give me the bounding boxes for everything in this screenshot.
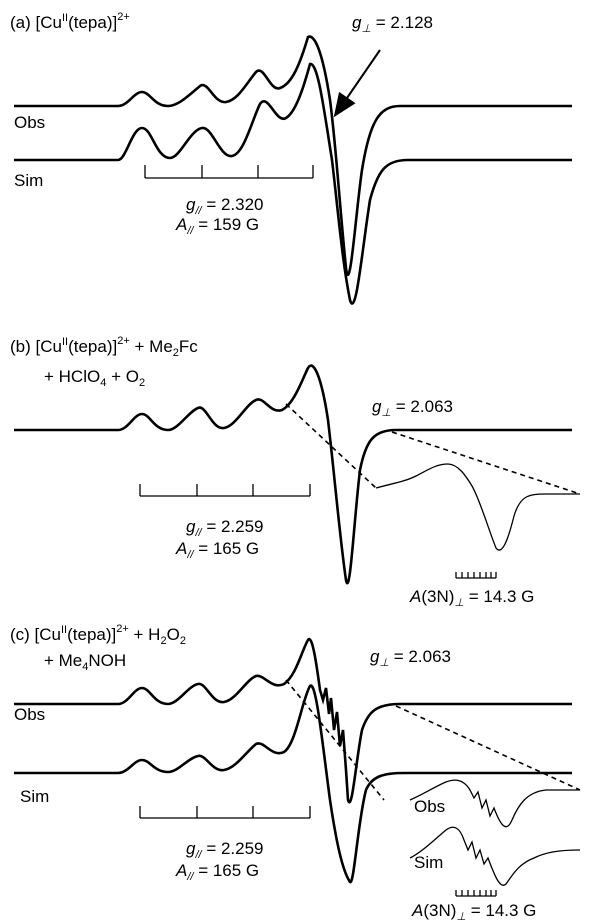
panel-c-inset-obs-trace — [409, 779, 580, 828]
panel-b-zoom-line-right — [391, 431, 581, 495]
panel-c-title-line2: + Me4NOH — [44, 651, 126, 673]
panel-a-g-parallel: g// = 2.320 — [186, 195, 264, 217]
panel-a-obs-trace — [14, 35, 572, 277]
panel-c-g-perp: g⊥ = 2.063 — [370, 647, 451, 669]
panel-c-a-parallel: A// = 165 G — [175, 861, 259, 883]
panel-b-title: (b) [CuII(tepa)]2+ + Me2Fc — [10, 335, 198, 359]
panel-c-sim-trace — [14, 684, 572, 884]
panel-b-inset-scale-bar — [455, 572, 497, 579]
panel-b-g-perp: g⊥ = 2.063 — [372, 397, 453, 419]
panel-a-g-perp: g⊥ = 2.128 — [352, 13, 433, 35]
panel-a-hyperfine-bar — [144, 165, 314, 179]
panel-c-hyperfine-bar — [139, 806, 311, 819]
panel-a-a-parallel: A// = 159 G — [175, 215, 259, 237]
panel-c-obs-label: Obs — [14, 705, 45, 724]
panel-c-inset-sim-label: Sim — [414, 853, 443, 872]
panel-a-arrow — [333, 49, 381, 118]
panel-c-inset-sim-trace — [409, 826, 581, 886]
panel-a-sim-trace — [14, 62, 572, 305]
panel-a: (a) [CuII(tepa)]2+ Obs Sim g// = 2.320 A… — [10, 11, 572, 305]
panel-a-obs-label: Obs — [14, 113, 45, 132]
panel-c-zoom-line-right — [395, 705, 581, 791]
panel-a-title: (a) [CuII(tepa)]2+ — [10, 11, 130, 32]
panel-b: (b) [CuII(tepa)]2+ + Me2Fc + HClO4 + O2 … — [10, 335, 581, 609]
panel-b-inset-trace — [375, 463, 580, 551]
panel-b-obs-trace — [14, 364, 572, 585]
panel-b-hyperfine-bar — [139, 484, 311, 497]
panel-b-a3n: A(3N)⊥ = 14.3 G — [409, 587, 534, 609]
panel-b-g-parallel: g// = 2.259 — [186, 517, 264, 539]
panel-c-obs-trace — [14, 637, 572, 804]
panel-c-inset-scale-bar — [455, 890, 497, 897]
panel-c-inset-obs-label: Obs — [414, 797, 445, 816]
panel-c-zoom-line-left — [285, 679, 385, 801]
panel-b-zoom-line-left — [285, 403, 377, 489]
panel-c: (c) [CuII(tepa)]2+ + H2O2 + Me4NOH g⊥ = … — [10, 623, 581, 921]
panel-b-a-parallel: A// = 165 G — [175, 539, 259, 561]
panel-c-a3n: A(3N)⊥ = 14.3 G — [411, 901, 536, 921]
panel-b-title-line2: + HClO4 + O2 — [44, 367, 145, 389]
panel-c-title: (c) [CuII(tepa)]2+ + H2O2 — [10, 623, 186, 647]
panel-a-sim-label: Sim — [14, 171, 43, 190]
panel-c-sim-label: Sim — [20, 787, 49, 806]
panel-c-g-parallel: g// = 2.259 — [186, 839, 264, 861]
